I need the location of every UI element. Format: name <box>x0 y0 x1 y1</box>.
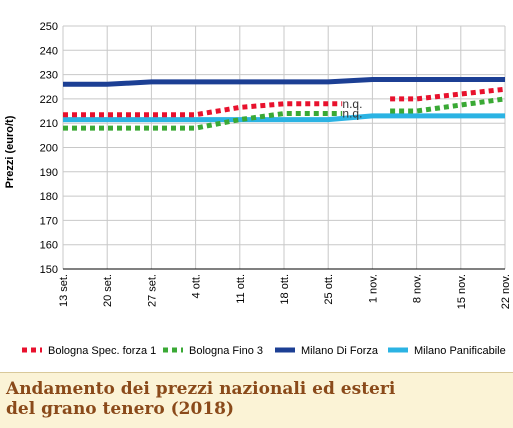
y-tick-label: 250 <box>40 21 58 33</box>
y-tick-label: 150 <box>40 264 58 276</box>
y-tick-labels: 150 160 170 180 190 200 210 220 230 240 250 <box>40 21 58 276</box>
annotation-nq: n.q. <box>342 106 362 120</box>
series-line-milano-panificabile <box>63 113 505 123</box>
x-tick-label: 8 nov. <box>412 274 424 303</box>
series-line-milano-di-forza <box>63 77 505 87</box>
legend: Bologna Spec. forza 1 Bologna Fino 3 Milan… <box>22 345 506 357</box>
caption-box: Andamento dei prezzi nazionali ed esteri… <box>0 372 513 428</box>
x-tick-label: 15 nov. <box>456 274 468 309</box>
series-line-bologna-fino-3 <box>63 111 343 131</box>
y-tick-label: 210 <box>40 118 58 130</box>
x-tick-label: 11 ott. <box>235 274 247 304</box>
x-tick-label: 4 ott. <box>191 274 203 298</box>
y-tick-label: 240 <box>40 45 58 57</box>
annotations: n.q.n.q. <box>342 97 362 121</box>
series-line-bologna-spec-forza-1 <box>390 86 506 102</box>
legend-label: Milano Panificabile <box>414 345 506 357</box>
x-tick-label: 22 nov. <box>500 274 512 309</box>
x-tick-label: 25 ott. <box>323 274 335 305</box>
y-tick-label: 200 <box>40 143 58 155</box>
line-chart: 150 160 170 180 190 200 210 220 230 240 250 13 set… <box>4 21 512 357</box>
x-tick-label: 20 set. <box>102 274 114 307</box>
x-tick-label: 27 set. <box>146 274 158 307</box>
caption-title: Andamento dei prezzi nazionali ed esteri… <box>6 379 396 419</box>
annotation-nq: n.q. <box>342 97 362 111</box>
y-tick-label: 180 <box>40 191 58 203</box>
y-tick-label: 160 <box>40 240 58 252</box>
x-tick-label: 13 set. <box>58 274 70 307</box>
x-tick-label: 18 ott. <box>279 274 291 305</box>
legend-label: Milano Di Forza <box>301 345 379 357</box>
x-tick-labels: 13 set. 20 set. 27 set. 4 ott. 11 ott. 18 ott… <box>58 274 512 309</box>
series-line-bologna-fino-3 <box>390 96 506 114</box>
y-tick-label: 170 <box>40 215 58 227</box>
x-tick-label: 1 nov. <box>367 274 379 303</box>
series-lines <box>63 77 506 131</box>
y-tick-label: 220 <box>40 94 58 106</box>
y-tick-label: 190 <box>40 167 58 179</box>
y-axis-label: Prezzi (euro/t) <box>4 115 16 188</box>
y-tick-label: 230 <box>40 70 58 82</box>
legend-label: Bologna Fino 3 <box>189 345 263 357</box>
series-line-bologna-spec-forza-1 <box>63 101 343 118</box>
legend-label: Bologna Spec. forza 1 <box>48 345 156 357</box>
grid-lines <box>62 25 506 270</box>
